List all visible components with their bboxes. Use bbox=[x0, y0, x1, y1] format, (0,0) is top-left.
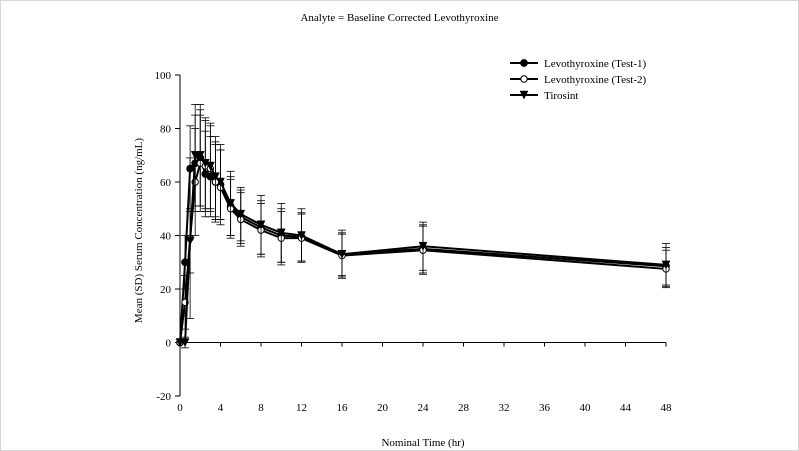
x-tick-label: 48 bbox=[661, 402, 673, 414]
series-2 bbox=[175, 104, 671, 349]
data-point bbox=[226, 199, 236, 208]
data-point bbox=[180, 338, 190, 348]
x-tick-label: 32 bbox=[499, 402, 510, 414]
chart-title: Analyte = Baseline Corrected Levothyroxi… bbox=[300, 12, 499, 24]
y-tick-label: 80 bbox=[160, 124, 172, 136]
legend-marker bbox=[520, 59, 528, 67]
data-point bbox=[236, 209, 246, 219]
y-tick-label: -20 bbox=[156, 391, 171, 403]
series-layer bbox=[175, 104, 671, 349]
right-axis-label: Mean (SD) Serum Concentration (ng/mL) bbox=[681, 138, 693, 323]
data-point bbox=[418, 241, 428, 251]
data-point bbox=[216, 177, 225, 187]
legend-marker bbox=[520, 75, 528, 83]
y-axis-label: Mean (SD) Serum Concentration (ng/mL) bbox=[133, 138, 145, 323]
data-point bbox=[256, 220, 266, 230]
legend-label: Levothyroxine (Test-1) bbox=[544, 58, 647, 70]
x-tick-label: 12 bbox=[296, 402, 307, 414]
y-tick-label: 0 bbox=[166, 338, 172, 350]
x-tick-label: 8 bbox=[258, 402, 264, 414]
chart-legend: Levothyroxine (Test-1) Levothyroxine (Tes… bbox=[510, 58, 647, 102]
x-tick-label: 40 bbox=[580, 402, 592, 414]
x-tick-label: 0 bbox=[177, 402, 183, 414]
y-tick-label: 20 bbox=[160, 284, 172, 296]
data-point bbox=[205, 161, 215, 171]
x-axis-label: Nominal Time (hr) bbox=[381, 437, 464, 449]
legend-label: Levothyroxine (Test-2) bbox=[544, 74, 647, 86]
legend-label: Tirosint bbox=[544, 90, 578, 102]
series-1 bbox=[176, 114, 670, 347]
data-point bbox=[185, 236, 195, 246]
x-tick-label: 36 bbox=[539, 402, 551, 414]
data-point bbox=[276, 228, 286, 238]
x-tick-label: 24 bbox=[418, 402, 430, 414]
y-tick-label: 40 bbox=[160, 231, 172, 243]
x-tick-label: 20 bbox=[377, 402, 389, 414]
x-tick-label: 44 bbox=[620, 402, 632, 414]
x-tick-label: 16 bbox=[337, 402, 349, 414]
legend-marker bbox=[519, 90, 529, 100]
data-point bbox=[195, 151, 205, 160]
data-point bbox=[337, 249, 347, 259]
y-tick-label: 60 bbox=[160, 177, 172, 189]
y-tick-label: 100 bbox=[155, 70, 172, 82]
data-point bbox=[297, 231, 306, 241]
x-tick-label: 4 bbox=[218, 402, 224, 414]
x-tick-label: 28 bbox=[458, 402, 470, 414]
data-point bbox=[661, 260, 671, 270]
data-point bbox=[211, 172, 220, 182]
